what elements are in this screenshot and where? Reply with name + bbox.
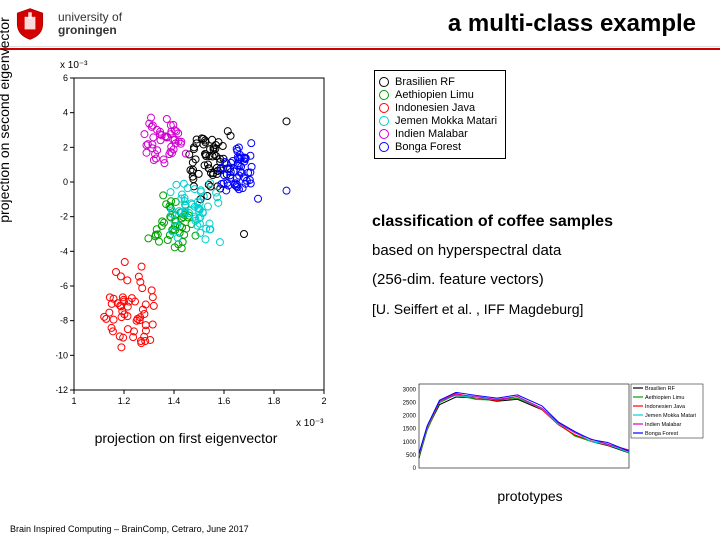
svg-text:1500: 1500 [403,427,417,433]
legend-item: Brasilien RF [379,76,497,88]
svg-text:Jemen Mokka Matari: Jemen Mokka Matari [645,413,696,419]
header-rule-light [0,46,720,47]
svg-text:1000: 1000 [403,440,417,446]
header-rule [0,48,720,50]
svg-text:-12: -12 [56,385,68,395]
legend-item: Indonesien Java [379,102,497,114]
svg-text:2: 2 [63,142,68,152]
legend-item: Indien Malabar [379,128,497,140]
prototype-linechart: 0 500 1000 1500 2000 2500 3000 Brasilien RF Aeth… [395,380,705,480]
legend-item: Aethiopien Limu [379,89,497,101]
crest-icon [12,6,48,42]
svg-text:1.6: 1.6 [218,396,231,406]
legend-label: Jemen Mokka Matari [395,115,497,127]
scatter-x-exponent: x 10⁻³ [296,418,324,429]
legend-swatch [379,142,389,152]
legend-label: Indien Malabar [395,128,468,140]
svg-text:1: 1 [71,396,76,406]
svg-text:-4: -4 [60,246,68,256]
legend-label: Brasilien RF [395,76,455,88]
legend-item: Bonga Forest [379,141,497,153]
legend-item: Jemen Mokka Matari [379,115,497,127]
slide-title: a multi-class example [448,10,696,38]
svg-text:0: 0 [63,177,68,187]
footer: Brain Inspired Computing – BrainComp, Ce… [10,524,249,534]
legend-swatch [379,103,389,113]
desc-line2: based on hyperspectral data [372,240,708,263]
svg-text:Aethiopien Limu: Aethiopien Limu [645,395,684,401]
svg-text:2: 2 [321,396,326,406]
legend-label: Indonesien Java [395,102,475,114]
scatter-plot: 1 1.2 1.4 1.6 1.8 2 6 4 2 0 -2 -4 -6 -8 -10 -12 [56,70,330,410]
legend-label: Bonga Forest [395,141,461,153]
svg-text:1.2: 1.2 [118,396,131,406]
svg-text:-8: -8 [60,316,68,326]
svg-text:Brasilien RF: Brasilien RF [645,386,676,392]
desc-line1: classification of coffee samples [372,210,708,234]
svg-text:1.4: 1.4 [168,396,181,406]
legend-label: Aethiopien Limu [395,89,474,101]
svg-text:-2: -2 [60,212,68,222]
legend-swatch [379,77,389,87]
legend: Brasilien RFAethiopien LimuIndonesien Ja… [374,70,506,159]
svg-text:1.8: 1.8 [268,396,281,406]
scatter-y-label: projection on second eigenvector [0,0,12,260]
scatter-x-label: projection on first eigenvector [56,430,316,446]
legend-swatch [379,90,389,100]
legend-swatch [379,129,389,139]
svg-text:4: 4 [63,108,68,118]
desc-line3: (256-dim. feature vectors) [372,269,708,292]
legend-swatch [379,116,389,126]
svg-text:0: 0 [413,466,417,472]
svg-text:-6: -6 [60,281,68,291]
svg-text:500: 500 [406,453,417,459]
svg-text:6: 6 [63,73,68,83]
desc-line4: [U. Seiffert et al. , IFF Magdeburg] [372,299,708,320]
svg-text:2500: 2500 [403,400,417,406]
svg-text:-10: -10 [56,350,68,360]
svg-text:3000: 3000 [403,387,417,393]
prototype-label: prototypes [430,488,630,504]
description-text: classification of coffee samples based o… [372,210,708,320]
svg-text:Bonga Forest: Bonga Forest [645,431,678,437]
svg-text:Indien Malabar: Indien Malabar [645,422,682,428]
university-name: university of groningen [58,11,122,37]
svg-text:Indonesien Java: Indonesien Java [645,404,686,410]
svg-text:2000: 2000 [403,414,417,420]
university-line2: groningen [58,24,122,37]
